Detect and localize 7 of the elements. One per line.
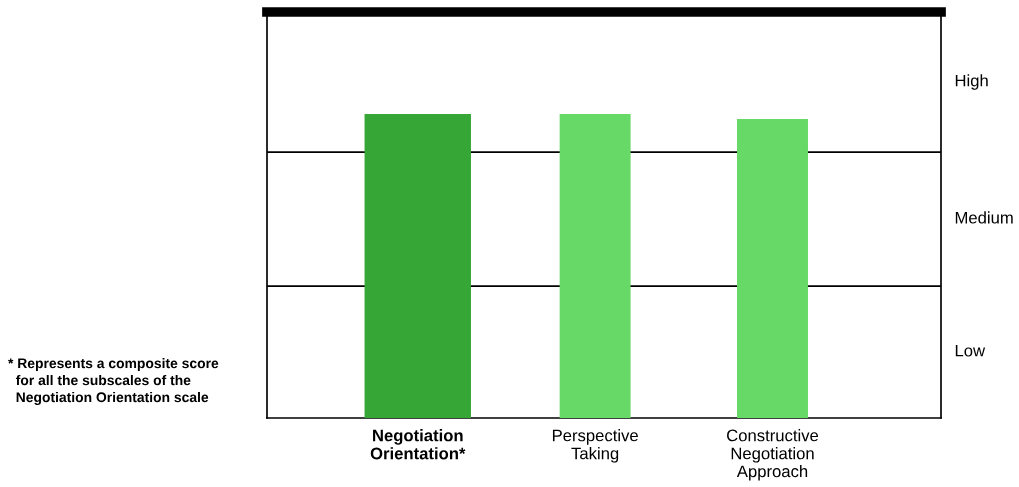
- text: Low: [955, 344, 986, 357]
- text: High: [955, 74, 988, 90]
- x-tick-label: Perspective Taking: [552, 429, 638, 463]
- x-tick-label: Negotiation Orientation*: [370, 429, 466, 460]
- text: * Represents a composite score for all the subscales of the Negotiation Orientation scale: [8, 358, 219, 405]
- x-tick-label: Constructive Negotiation Approach: [727, 429, 819, 481]
- text: Medium: [955, 211, 1013, 224]
